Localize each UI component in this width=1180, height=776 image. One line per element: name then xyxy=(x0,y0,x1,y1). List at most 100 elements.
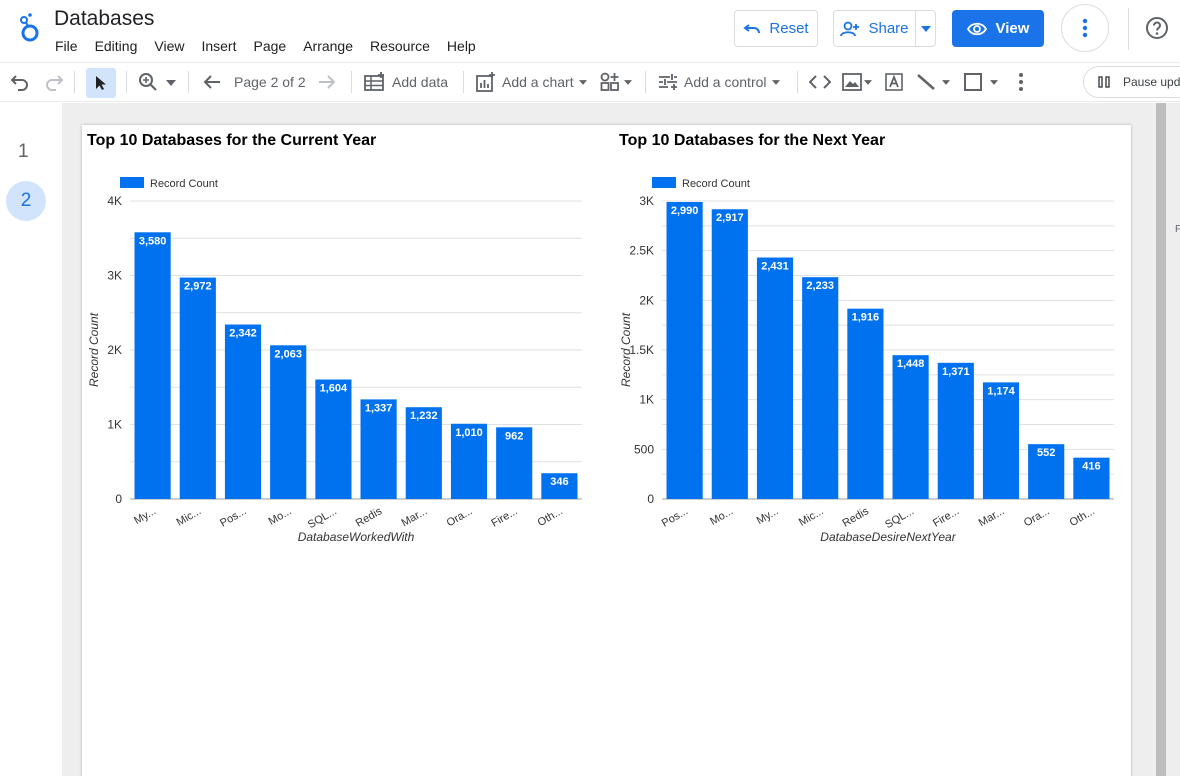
bar xyxy=(360,399,397,499)
select-tool-button[interactable] xyxy=(86,68,116,98)
caret-down-icon[interactable] xyxy=(942,80,950,85)
next-page-arrow-icon[interactable] xyxy=(318,73,336,91)
add-component-icon[interactable] xyxy=(600,72,622,92)
toolbar-divider xyxy=(797,71,798,93)
legend-swatch xyxy=(120,177,144,188)
undo-icon[interactable] xyxy=(10,73,30,91)
redo-icon[interactable] xyxy=(44,73,64,91)
menu-resource[interactable]: Resource xyxy=(370,38,430,54)
y-axis-title: Record Count xyxy=(619,312,633,387)
bar xyxy=(847,308,884,499)
menu-arrange[interactable]: Arrange xyxy=(303,38,353,54)
add-data-icon xyxy=(364,72,384,91)
y-tick-label: 1K xyxy=(107,418,122,432)
zoom-caret-down-icon[interactable] xyxy=(166,80,176,86)
page-indicator: Page 2 of 2 xyxy=(234,74,306,90)
vertical-scrollbar[interactable] xyxy=(1156,103,1166,776)
caret-down-icon[interactable] xyxy=(864,80,872,85)
x-tick-label: Mar... xyxy=(399,505,429,529)
x-tick-label: Redis xyxy=(354,505,385,530)
x-tick-label: Mic... xyxy=(175,505,204,529)
more-tools-icon[interactable] xyxy=(1018,72,1024,92)
cursor-arrow-icon xyxy=(96,76,106,90)
more-options-button[interactable] xyxy=(1061,4,1109,52)
pause-updates-button[interactable]: Pause upd xyxy=(1083,66,1180,98)
menu-help[interactable]: Help xyxy=(446,38,476,54)
share-button[interactable]: Share xyxy=(833,10,916,47)
x-tick-label: Pos... xyxy=(218,505,248,529)
x-tick-label: Mic... xyxy=(797,505,826,529)
x-tick-label: Pos... xyxy=(660,505,690,529)
edge-clipped-text: F xyxy=(1175,224,1180,235)
bar-data-label: 552 xyxy=(1037,447,1055,459)
x-tick-label: Oth... xyxy=(536,505,565,529)
y-tick-label: 2K xyxy=(107,343,122,357)
bar-data-label: 962 xyxy=(505,430,523,442)
add-control-button[interactable]: Add a control xyxy=(658,63,780,101)
bar-data-label: 1,232 xyxy=(410,410,438,422)
help-icon[interactable] xyxy=(1145,16,1169,40)
caret-down-icon[interactable] xyxy=(624,80,632,85)
report-title[interactable]: Databases xyxy=(54,7,155,30)
bar xyxy=(711,209,748,499)
add-control-label: Add a control xyxy=(684,74,767,90)
bar xyxy=(496,427,533,499)
bar-data-label: 2,917 xyxy=(716,212,744,224)
caret-down-icon[interactable] xyxy=(990,80,998,85)
y-tick-label: 3K xyxy=(107,269,122,283)
looker-studio-logo-icon[interactable] xyxy=(14,12,44,44)
y-tick-label: 2.5K xyxy=(629,244,654,258)
toolbar: Page 2 of 2 Add data Add a chart xyxy=(0,62,1180,102)
bar xyxy=(666,201,703,499)
y-tick-label: 4K xyxy=(107,194,122,208)
y-axis-title: Record Count xyxy=(87,312,101,387)
caret-down-icon xyxy=(771,79,780,85)
view-button[interactable]: View xyxy=(952,10,1044,47)
bar xyxy=(179,277,216,499)
report-page[interactable]: Top 10 Databases for the Current Year To… xyxy=(82,125,1131,776)
page-2-tab[interactable]: 2 xyxy=(6,181,46,221)
share-dropdown-button[interactable] xyxy=(915,10,936,47)
legend-swatch xyxy=(652,177,676,188)
bar xyxy=(134,232,171,499)
image-icon[interactable] xyxy=(842,73,862,91)
bar-data-label: 1,010 xyxy=(455,427,483,439)
caret-down-icon xyxy=(920,25,931,32)
x-tick-label: Fire... xyxy=(931,505,961,529)
bar-data-label: 3,580 xyxy=(139,235,167,247)
x-tick-label: Mar... xyxy=(977,505,1007,529)
zoom-icon[interactable] xyxy=(138,72,160,92)
y-tick-label: 0 xyxy=(115,492,122,506)
view-label: View xyxy=(995,20,1030,37)
page-navigation-rail: 1 2 xyxy=(0,103,62,776)
menu-insert[interactable]: Insert xyxy=(201,38,237,54)
chart-next-year[interactable]: 0 500 1K 1.5K 2K 2.5K 3K Record Count 2,990 Pos..… xyxy=(618,169,1126,549)
report-canvas-area: Top 10 Databases for the Current Year To… xyxy=(62,103,1180,776)
bar-data-label: 416 xyxy=(1082,461,1100,473)
add-chart-icon xyxy=(476,72,495,92)
bar-data-label: 1,371 xyxy=(942,366,970,378)
x-axis-title: DatabaseWorkedWith xyxy=(298,530,415,544)
add-chart-button[interactable]: Add a chart xyxy=(476,63,587,101)
bar xyxy=(802,277,839,499)
embed-code-icon[interactable] xyxy=(809,74,831,90)
page-1-tab[interactable]: 1 xyxy=(18,141,29,162)
add-data-button[interactable]: Add data xyxy=(364,63,448,101)
vertical-dots-icon xyxy=(1082,18,1088,38)
menu-editing[interactable]: Editing xyxy=(94,38,138,54)
x-tick-label: Mo... xyxy=(708,505,735,528)
chart-current-year[interactable]: 0 1K 2K 3K 4K Record Count 3,580 My... 2,972 Mic.… xyxy=(86,169,594,549)
menu-file[interactable]: File xyxy=(55,38,78,54)
add-person-icon xyxy=(840,21,860,36)
reset-button[interactable]: Reset xyxy=(734,10,818,47)
text-box-icon[interactable] xyxy=(884,73,904,91)
menu-page[interactable]: Page xyxy=(253,38,287,54)
menu-view[interactable]: View xyxy=(154,38,185,54)
previous-page-arrow-icon[interactable] xyxy=(203,73,221,91)
y-tick-label: 1.5K xyxy=(629,343,654,357)
bar xyxy=(270,345,307,499)
shape-rectangle-icon[interactable] xyxy=(963,73,983,91)
line-icon[interactable] xyxy=(916,73,936,91)
x-axis-title: DatabaseDesireNextYear xyxy=(820,530,956,544)
